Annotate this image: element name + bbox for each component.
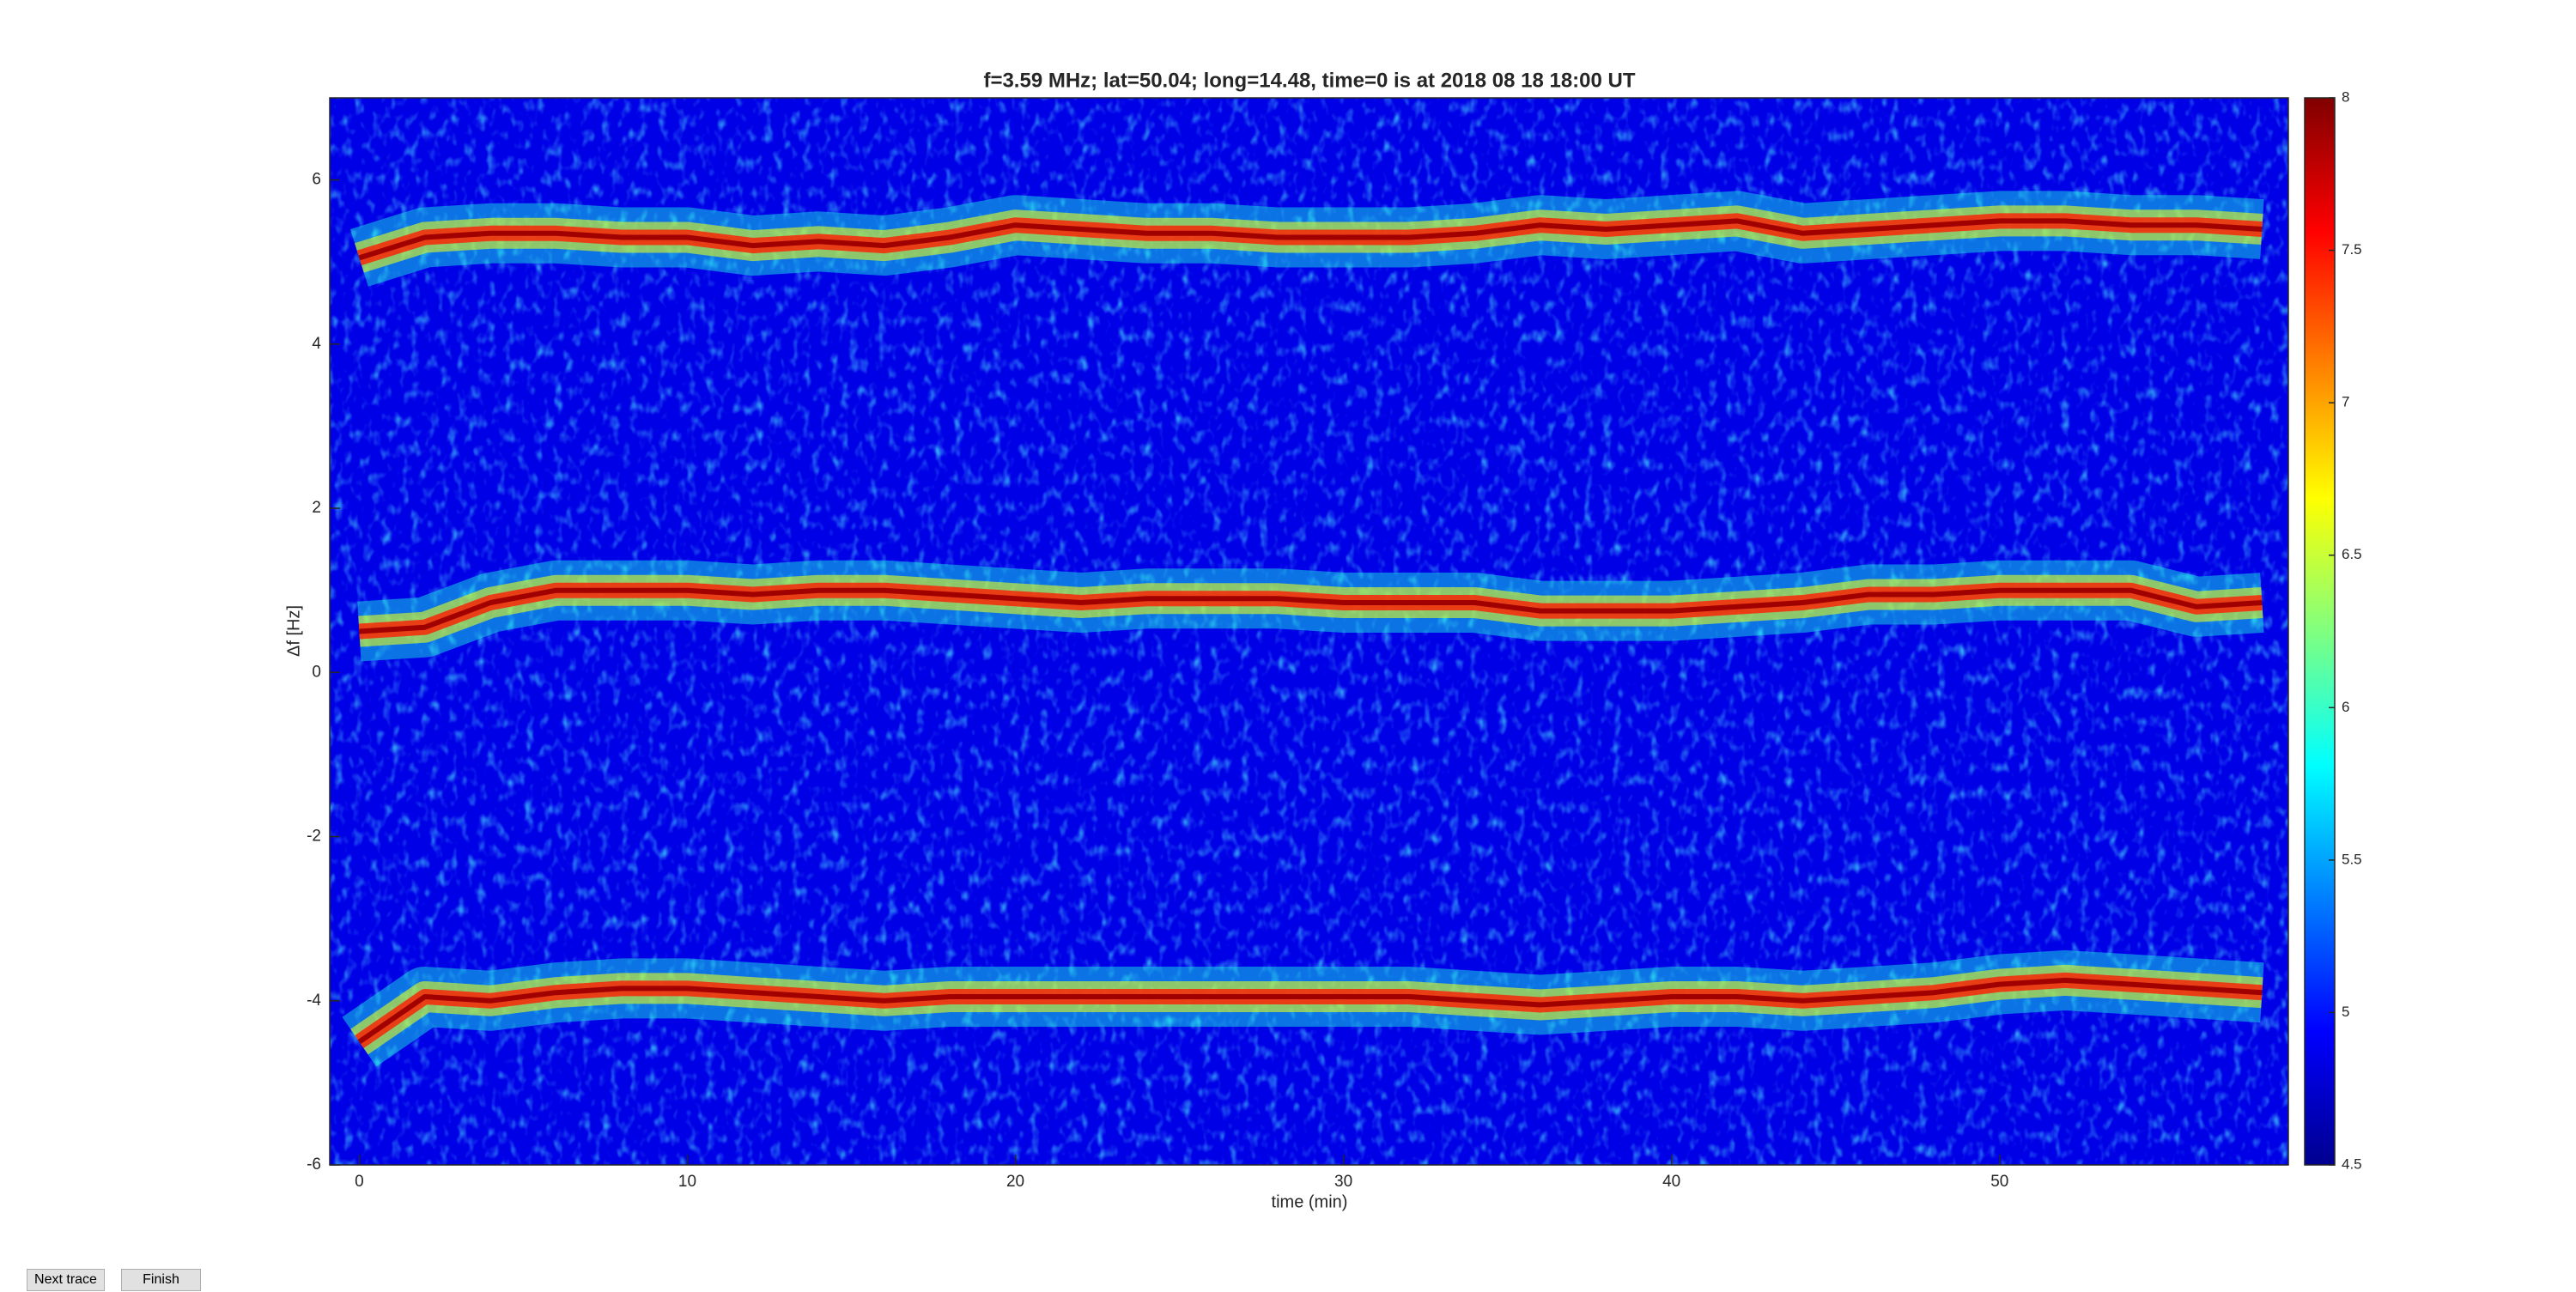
trace-line: [359, 587, 2263, 634]
x-tick-label: 30: [1334, 1173, 1352, 1191]
colorbar-tick-label: 5: [2342, 1004, 2349, 1020]
x-tick-label: 50: [1990, 1173, 2008, 1191]
y-tick-label: 0: [312, 663, 321, 681]
y-tick-label: -2: [307, 828, 321, 846]
x-tick-label: 10: [678, 1173, 696, 1191]
y-tick-label: 4: [312, 335, 321, 353]
colorbar-tick-label: 8: [2342, 88, 2349, 105]
y-tick-label: 6: [312, 171, 321, 189]
plot-area: [330, 98, 2288, 1165]
colorbar-tick-label: 6.5: [2342, 546, 2362, 562]
y-tick-label: -6: [307, 1156, 321, 1174]
trace-line: [358, 218, 2263, 261]
figure: f=3.59 MHz; lat=50.04; long=14.48, time=…: [284, 69, 2362, 1211]
finish-button[interactable]: Finish: [121, 1269, 201, 1291]
y-axis-label: Δf [Hz]: [284, 605, 303, 657]
colorbar-tick-label: 5.5: [2342, 851, 2362, 867]
trace-line: [357, 977, 2263, 1045]
colorbar-tick-label: 7: [2342, 394, 2349, 410]
colorbar-tick-label: 7.5: [2342, 241, 2362, 258]
colorbar-tick-label: 6: [2342, 699, 2349, 715]
next-trace-button[interactable]: Next trace: [27, 1269, 105, 1291]
x-tick-label: 40: [1662, 1173, 1680, 1191]
y-tick-label: -4: [307, 992, 321, 1010]
x-tick-label: 0: [355, 1173, 364, 1191]
x-axis-label: time (min): [1272, 1192, 1348, 1211]
x-tick-label: 20: [1006, 1173, 1024, 1191]
chart-title: f=3.59 MHz; lat=50.04; long=14.48, time=…: [983, 69, 1635, 92]
y-tick-label: 2: [312, 499, 321, 517]
colorbar-tick-label: 4.5: [2342, 1156, 2362, 1172]
axes-box: [329, 97, 2289, 1166]
colorbar: [2304, 97, 2336, 1166]
